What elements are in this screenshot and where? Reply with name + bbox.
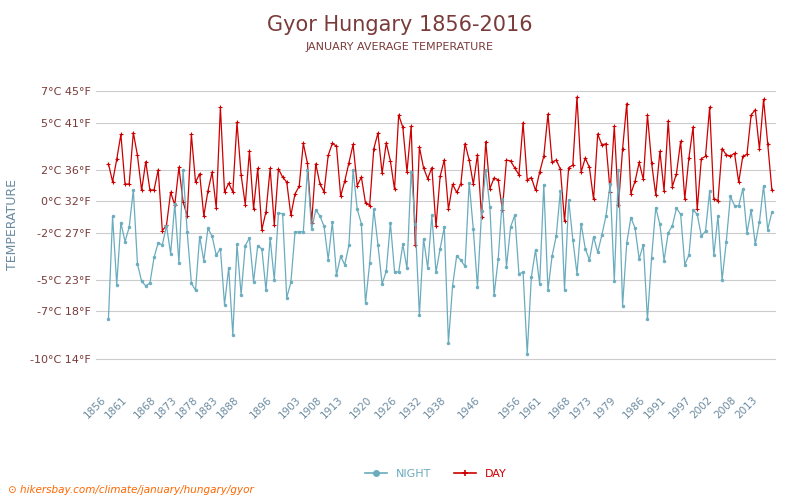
Y-axis label: TEMPERATURE: TEMPERATURE	[6, 180, 19, 270]
Text: Gyor Hungary 1856-2016: Gyor Hungary 1856-2016	[267, 15, 533, 35]
Legend: NIGHT, DAY: NIGHT, DAY	[361, 464, 511, 483]
Text: JANUARY AVERAGE TEMPERATURE: JANUARY AVERAGE TEMPERATURE	[306, 42, 494, 52]
Text: ⊙ hikersbay.com/climate/january/hungary/gyor: ⊙ hikersbay.com/climate/january/hungary/…	[8, 485, 254, 495]
